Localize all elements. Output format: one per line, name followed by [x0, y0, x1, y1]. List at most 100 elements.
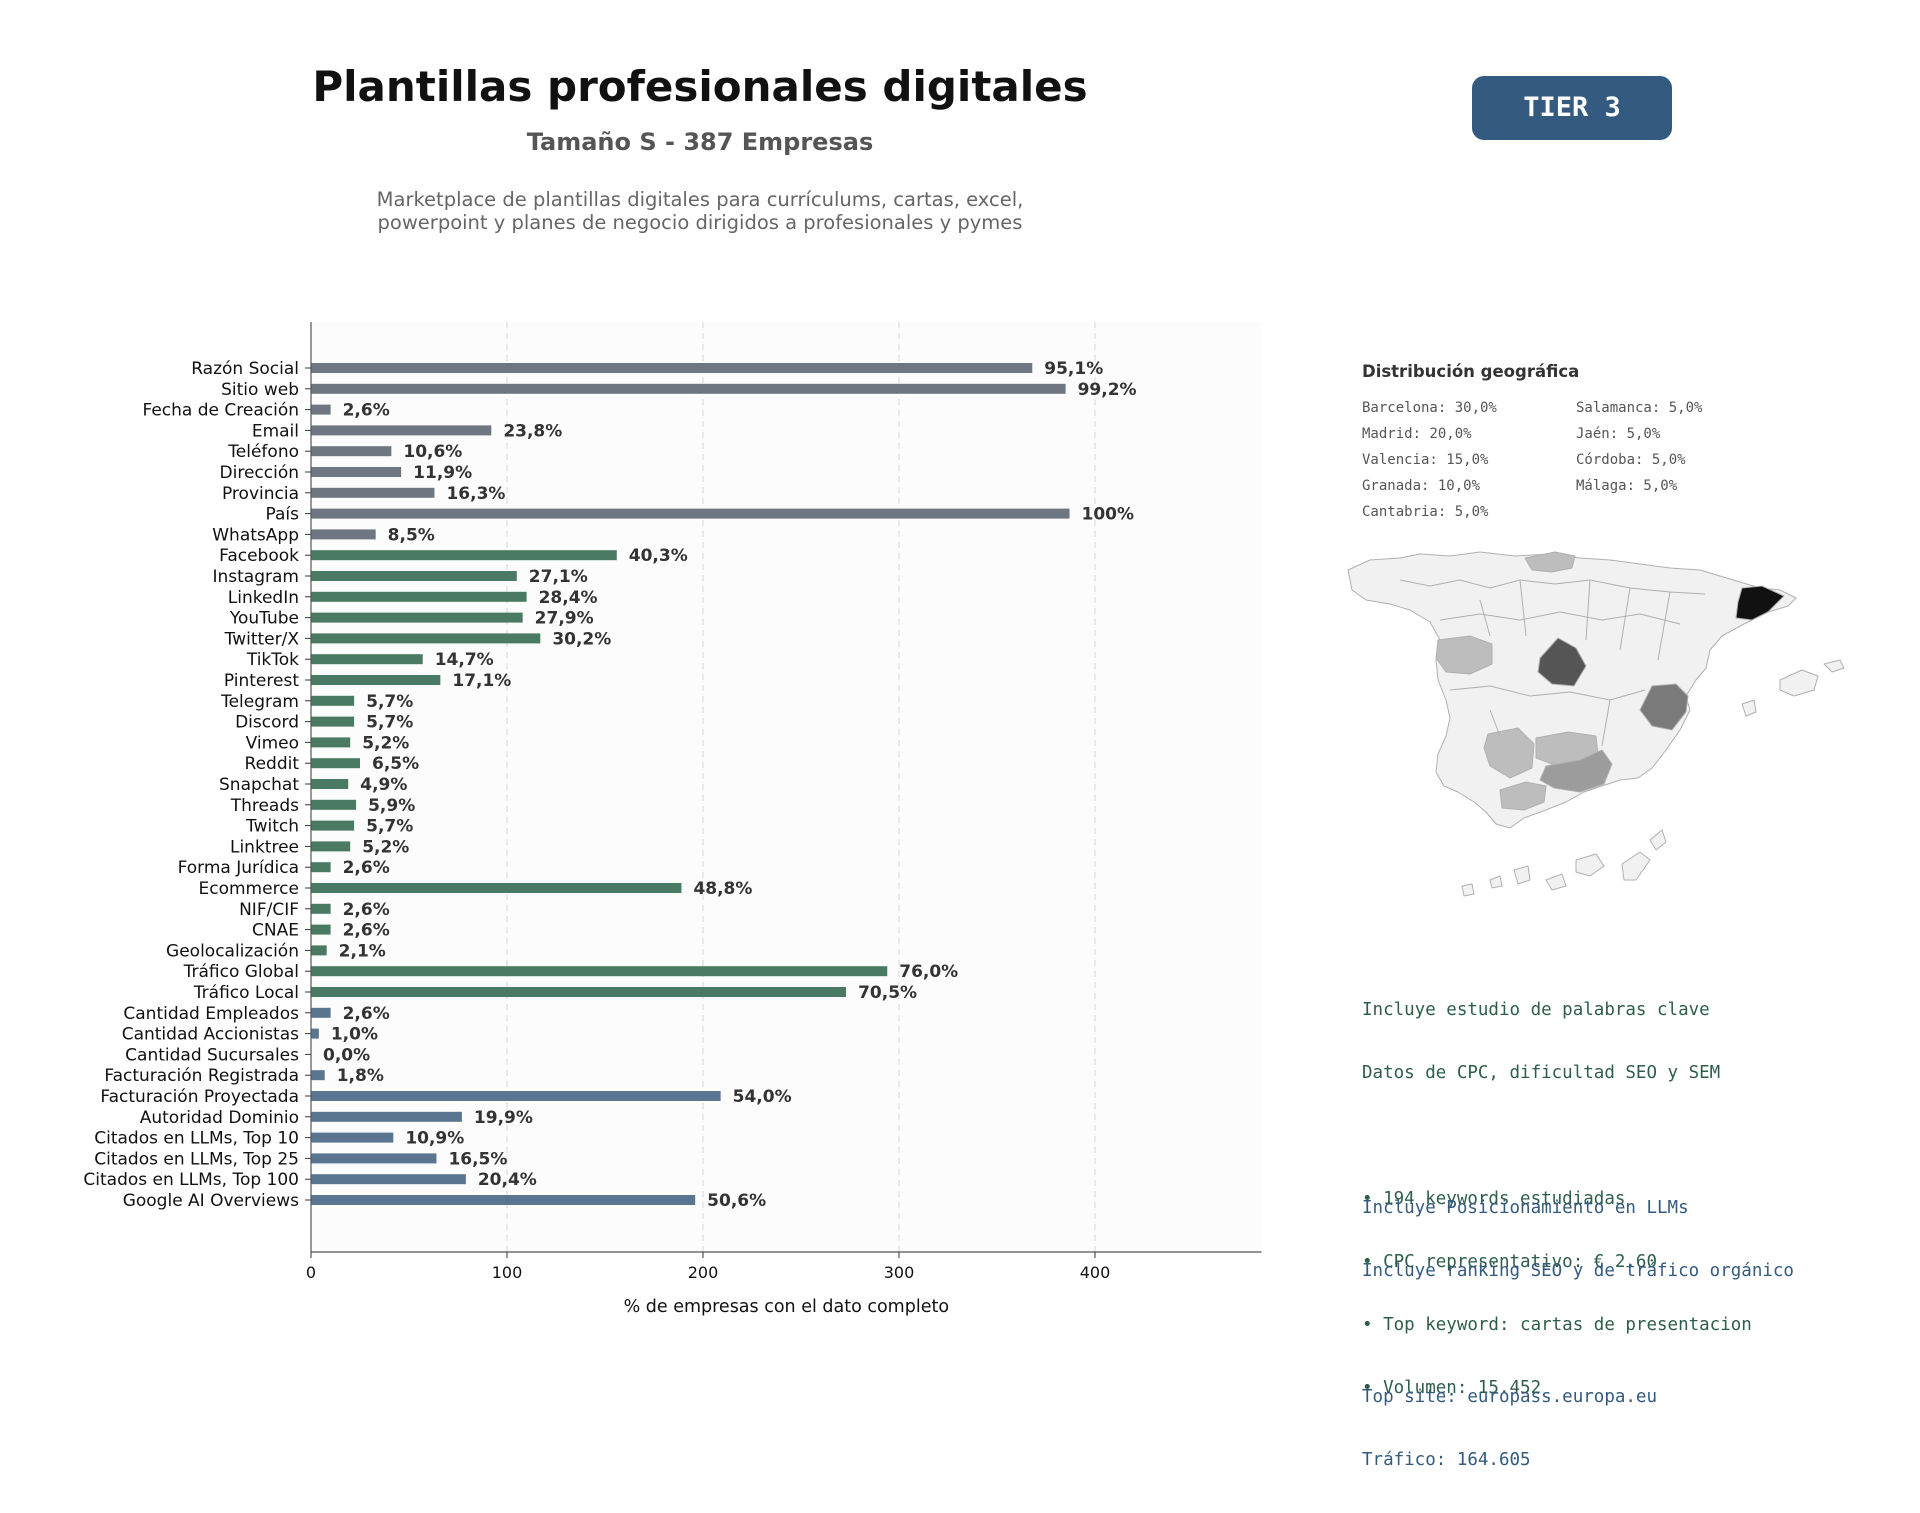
value-label: 76,0% [899, 962, 958, 982]
bar [311, 467, 402, 477]
bar [311, 446, 392, 457]
value-label: 20,4% [478, 1170, 537, 1190]
value-label: 2,6% [343, 401, 390, 421]
category-label: Ecommerce [199, 879, 300, 899]
bar [311, 820, 355, 831]
category-label: Instagram [213, 567, 300, 587]
bar [311, 779, 349, 789]
description: Marketplace de plantillas digitales para… [0, 188, 1400, 234]
seo-line-1: Incluye Posicionamiento en LLMs [1362, 1198, 1689, 1218]
category-label: Telegram [220, 692, 299, 712]
value-label: 16,3% [446, 484, 505, 504]
category-label: Citados en LLMs, Top 100 [83, 1170, 299, 1190]
category-label: Fecha de Creación [142, 401, 299, 421]
category-label: Tráfico Global [183, 962, 299, 982]
bar [311, 383, 1066, 394]
bar [311, 1070, 325, 1081]
category-label: Cantidad Accionistas [122, 1025, 299, 1045]
bar [311, 924, 331, 935]
value-label: 4,9% [360, 775, 407, 795]
map-region-valencia [1639, 683, 1689, 731]
keywords-line-1: Incluye estudio de palabras clave [1362, 1000, 1710, 1020]
bar [311, 654, 423, 665]
value-label: 70,5% [858, 983, 917, 1003]
category-label: CNAE [252, 921, 299, 941]
geo-entry: Jaén: 5,0% [1576, 426, 1661, 442]
geo-entry: Barcelona: 30,0% [1362, 400, 1497, 416]
map-region-malaga [1499, 781, 1547, 811]
bar [311, 841, 351, 852]
category-label: Twitter/X [224, 629, 300, 649]
x-tick-label: 200 [688, 1263, 719, 1282]
category-label: Forma Jurídica [178, 858, 299, 878]
value-label: 2,1% [339, 941, 386, 961]
x-tick-label: 300 [884, 1263, 915, 1282]
page-title: Plantillas profesionales digitales [312, 62, 1088, 111]
category-label: Tráfico Local [193, 983, 299, 1003]
geo-entry: Valencia: 15,0% [1362, 452, 1489, 468]
category-label: Sitio web [221, 380, 299, 400]
keywords-bullet: • Top keyword: cartas de presentacion [1362, 1315, 1752, 1335]
keywords-bullet: • Volumen: 15.452 [1362, 1378, 1542, 1398]
map-mainland [1347, 551, 1797, 829]
value-label: 5,2% [362, 733, 409, 753]
bar-chart: Razón Social 95,1% Sitio web 99,2% Fecha de … [83, 322, 1262, 1317]
category-label: Facturación Registrada [104, 1066, 299, 1086]
value-label: 28,4% [539, 588, 598, 608]
category-label: Citados en LLMs, Top 10 [94, 1129, 299, 1149]
value-label: 50,6% [707, 1191, 766, 1211]
value-label: 1,0% [331, 1025, 378, 1045]
value-label: 5,7% [366, 713, 413, 733]
value-label: 16,5% [448, 1149, 507, 1169]
value-label: 8,5% [388, 525, 435, 545]
map-island-canary-4 [1621, 851, 1651, 881]
value-label: 5,9% [368, 796, 415, 816]
geo-entry: Córdoba: 5,0% [1576, 452, 1686, 468]
category-label: Teléfono [227, 442, 299, 462]
value-label: 2,6% [343, 900, 390, 920]
bar [311, 1028, 319, 1039]
page-subtitle: Tamaño S - 387 Empresas [526, 128, 874, 156]
geo-list: Barcelona: 30,0% Salamanca: 5,0% Madrid:… [1362, 400, 1782, 522]
value-label: 23,8% [503, 421, 562, 441]
map-island-ibiza [1741, 699, 1757, 717]
bar [311, 799, 357, 810]
map-island-canary-1 [1575, 853, 1605, 877]
seo-info: Incluye Posicionamiento en LLMs Incluye … [1362, 1156, 1794, 1513]
value-label: 2,6% [343, 1004, 390, 1024]
value-label: 30,2% [552, 629, 611, 649]
category-label: Cantidad Sucursales [125, 1045, 299, 1065]
value-label: 27,1% [529, 567, 588, 587]
category-label: NIF/CIF [239, 900, 299, 920]
bar [311, 862, 331, 873]
map-island-canary-2 [1545, 873, 1567, 891]
category-label: Google AI Overviews [123, 1191, 299, 1211]
geo-title: Distribución geográfica [1362, 362, 1580, 381]
value-label: 27,9% [535, 609, 594, 629]
map-region-madrid [1537, 637, 1587, 687]
bar [311, 363, 1033, 373]
map-region-borders [1399, 579, 1706, 747]
bar [311, 966, 888, 977]
value-label: 19,9% [474, 1108, 533, 1128]
map-region-cordoba [1483, 727, 1535, 779]
description-line-2: powerpoint y planes de negocio dirigidos… [377, 211, 1023, 234]
category-label: Snapchat [219, 775, 299, 795]
category-label: Reddit [245, 754, 300, 774]
category-label: País [266, 505, 300, 525]
seo-line-2: Incluye ranking SEO y de tráfico orgánic… [1362, 1261, 1794, 1281]
value-label: 95,1% [1044, 359, 1103, 379]
bar [311, 1111, 462, 1122]
value-label: 2,6% [343, 921, 390, 941]
x-tick-label: 400 [1080, 1263, 1111, 1282]
keywords-line-2: Datos de CPC, dificultad SEO y SEM [1362, 1063, 1721, 1083]
value-label: 11,9% [413, 463, 472, 483]
bar [311, 987, 847, 997]
map-island-canary-3 [1513, 865, 1531, 885]
page: Plantillas profesionales digitales Tamañ… [0, 62, 1845, 1470]
x-tick-label: 0 [306, 1263, 316, 1282]
map-island-canary-5 [1649, 829, 1667, 851]
category-label: Twitch [245, 817, 299, 837]
value-label: 5,7% [366, 817, 413, 837]
geo-entry: Granada: 10,0% [1362, 478, 1481, 494]
